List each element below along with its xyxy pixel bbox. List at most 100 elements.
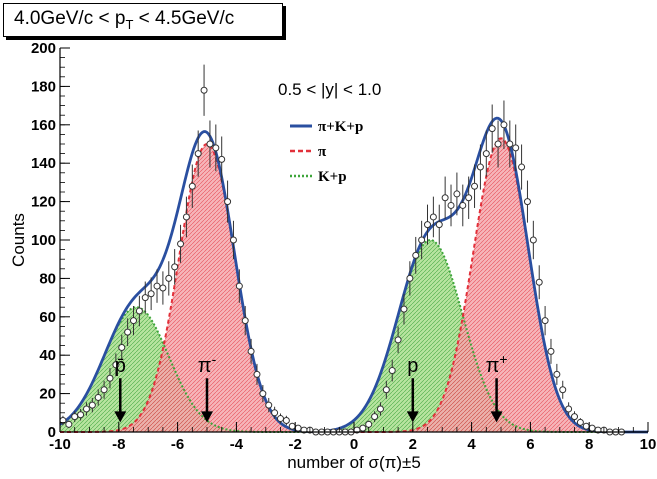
data-point xyxy=(218,155,226,163)
kp-curve xyxy=(59,238,648,433)
y-tick-label: 0 xyxy=(48,424,56,441)
data-point xyxy=(453,190,461,198)
data-point xyxy=(535,278,543,286)
y-tick-label: 160 xyxy=(31,117,56,134)
data-point xyxy=(259,390,267,398)
data-point xyxy=(482,150,490,158)
x-tick-label: 6 xyxy=(526,436,534,453)
data-point xyxy=(147,290,155,298)
data-point xyxy=(182,213,190,221)
data-point xyxy=(194,150,202,158)
legend-label: K+p xyxy=(318,169,347,185)
data-point xyxy=(65,420,73,428)
data-point xyxy=(559,386,567,394)
data-point xyxy=(247,347,255,355)
arrow-head xyxy=(201,411,213,423)
x-tick-label: 8 xyxy=(585,436,593,453)
data-point xyxy=(188,182,196,190)
x-tick-label: -4 xyxy=(230,436,244,453)
data-point xyxy=(124,328,132,336)
x-axis-label: number of σ(π)±5 xyxy=(287,453,421,472)
title-box: 4.0GeV/c < pT < 4.5GeV/c xyxy=(3,3,283,37)
data-point xyxy=(224,198,232,206)
total-curve xyxy=(59,116,648,434)
data-point xyxy=(112,361,120,369)
data-point xyxy=(241,317,249,325)
data-point xyxy=(476,163,484,171)
data-point xyxy=(82,405,90,413)
y-tick-label: 100 xyxy=(31,232,56,249)
y-tick-label: 120 xyxy=(31,194,56,211)
data-point xyxy=(541,317,549,325)
data-point xyxy=(141,294,149,302)
data-point xyxy=(359,424,367,432)
data-point xyxy=(523,198,531,206)
data-point xyxy=(229,236,237,244)
data-point xyxy=(118,344,126,352)
data-point xyxy=(565,405,573,413)
data-point xyxy=(412,251,420,259)
data-point xyxy=(500,121,508,129)
data-point xyxy=(582,422,590,430)
x-tick-label: 2 xyxy=(409,436,417,453)
data-point xyxy=(418,236,426,244)
data-point xyxy=(459,201,467,209)
title-sub: T xyxy=(125,16,134,32)
arrow-head xyxy=(406,411,419,423)
data-point xyxy=(294,424,302,432)
data-point xyxy=(382,386,390,394)
legend-label: π+K+p xyxy=(318,119,363,135)
data-point xyxy=(77,411,85,419)
y-tick-label: 180 xyxy=(31,78,56,95)
data-point xyxy=(235,282,243,290)
data-point xyxy=(488,125,496,133)
data-point xyxy=(177,240,185,248)
data-point xyxy=(571,413,578,421)
y-tick-label: 80 xyxy=(39,270,56,287)
data-point xyxy=(271,409,279,417)
x-tick-label: -6 xyxy=(171,436,184,453)
data-point xyxy=(400,305,408,313)
data-point xyxy=(106,374,114,382)
data-point xyxy=(265,401,273,409)
data-point xyxy=(547,347,555,355)
x-tick-label: -10 xyxy=(49,436,71,453)
data-point xyxy=(135,307,143,315)
data-point xyxy=(394,336,402,344)
data-point xyxy=(159,284,167,292)
x-tick-label: 0 xyxy=(350,436,358,453)
x-tick-label: -8 xyxy=(112,436,125,453)
data-point xyxy=(406,274,414,282)
pion-fill-area xyxy=(60,138,648,433)
annotation-label: p xyxy=(407,355,418,377)
data-point xyxy=(553,370,561,378)
x-tick-label: -2 xyxy=(289,436,302,453)
data-point xyxy=(506,140,514,148)
title-pre: 4.0GeV/c < p xyxy=(14,8,126,29)
annotation-label: p̄ xyxy=(115,355,126,377)
data-point xyxy=(441,194,449,202)
data-point xyxy=(277,415,284,423)
data-point xyxy=(465,194,473,202)
arrow-head xyxy=(490,411,503,423)
data-point xyxy=(206,140,214,148)
data-point xyxy=(130,317,137,325)
data-point xyxy=(94,393,102,401)
data-point xyxy=(471,182,479,190)
y-tick-label: 60 xyxy=(39,309,56,326)
data-point xyxy=(365,420,373,428)
data-point xyxy=(529,236,537,244)
data-point xyxy=(153,282,161,290)
title-post: < 4.5GeV/c xyxy=(133,8,235,29)
data-point xyxy=(429,213,437,221)
data-point xyxy=(200,86,208,94)
data-point xyxy=(371,413,379,421)
data-point xyxy=(282,416,290,424)
data-point xyxy=(494,140,502,148)
data-point xyxy=(388,367,396,375)
data-point xyxy=(165,274,173,282)
data-point xyxy=(212,144,220,152)
arrow-head xyxy=(114,411,127,423)
data-point xyxy=(447,201,455,209)
